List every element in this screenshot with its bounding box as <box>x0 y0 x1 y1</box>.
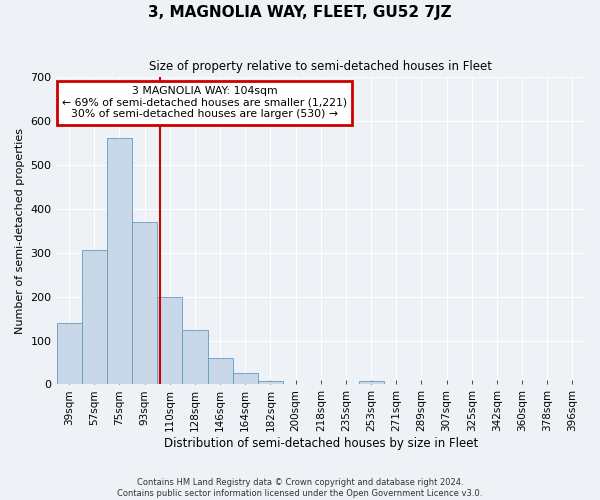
Bar <box>258 381 283 384</box>
Y-axis label: Number of semi-detached properties: Number of semi-detached properties <box>15 128 25 334</box>
Bar <box>208 358 233 384</box>
X-axis label: Distribution of semi-detached houses by size in Fleet: Distribution of semi-detached houses by … <box>164 437 478 450</box>
Bar <box>157 296 182 384</box>
Bar <box>182 330 208 384</box>
Text: 3 MAGNOLIA WAY: 104sqm
← 69% of semi-detached houses are smaller (1,221)
30% of : 3 MAGNOLIA WAY: 104sqm ← 69% of semi-det… <box>62 86 347 120</box>
Bar <box>132 222 157 384</box>
Text: 3, MAGNOLIA WAY, FLEET, GU52 7JZ: 3, MAGNOLIA WAY, FLEET, GU52 7JZ <box>148 5 452 20</box>
Bar <box>82 250 107 384</box>
Bar <box>56 323 82 384</box>
Text: Contains HM Land Registry data © Crown copyright and database right 2024.
Contai: Contains HM Land Registry data © Crown c… <box>118 478 482 498</box>
Bar <box>359 382 383 384</box>
Bar <box>233 374 258 384</box>
Title: Size of property relative to semi-detached houses in Fleet: Size of property relative to semi-detach… <box>149 60 492 73</box>
Bar <box>107 138 132 384</box>
